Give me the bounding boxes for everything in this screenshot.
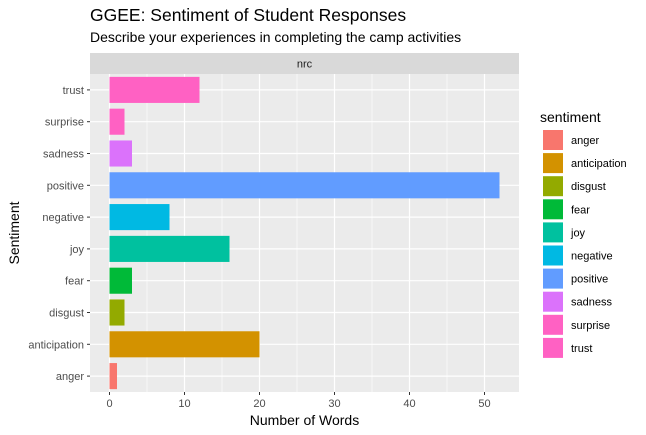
legend-key-negative [543,245,563,266]
bars [109,76,500,390]
legend-key-sadness [543,291,563,312]
chart-subtitle: Describe your experiences in completing … [90,29,461,45]
x-tick-label: 30 [328,398,340,410]
y-axis-title: Sentiment [6,201,22,264]
bar-joy [109,235,230,262]
legend-label-negative: negative [571,251,613,263]
bar-sadness [109,140,132,167]
legend-label-fear: fear [571,204,590,216]
legend-key-fear [543,199,563,220]
legend-label-joy: joy [570,227,586,239]
x-tick-label: 0 [106,398,112,410]
legend-label-surprise: surprise [571,320,610,332]
facet-strip-label: nrc [297,59,313,71]
y-tick-label-negative: negative [42,212,84,224]
legend-key-positive [543,268,563,289]
y-axis-ticks: anger anticipation disgust fear joy negative p… [28,85,90,383]
bar-surprise [109,108,125,135]
bar-negative [109,204,170,231]
x-axis-ticks: 0 10 20 30 40 50 [106,392,491,410]
legend-title: sentiment [540,109,601,125]
y-tick-label-fear: fear [65,276,84,288]
y-tick-label-surprise: surprise [45,117,84,129]
y-tick-label-sadness: sadness [43,149,84,161]
legend: anger anticipation disgust fear joy negative p… [543,130,627,358]
legend-label-trust: trust [571,343,592,355]
legend-key-disgust [543,176,563,197]
facet-strip [90,53,519,74]
bar-anger [109,363,117,390]
bar-anticipation [109,331,260,358]
y-tick-label-anticipation: anticipation [28,339,84,351]
legend-label-disgust: disgust [571,181,606,193]
bar-disgust [109,299,125,326]
legend-label-positive: positive [571,274,608,286]
x-tick-label: 40 [403,398,415,410]
bar-fear [109,267,132,294]
x-tick-label: 20 [253,398,265,410]
legend-label-sadness: sadness [571,297,612,309]
y-tick-label-disgust: disgust [49,308,84,320]
x-tick-label: 50 [478,398,490,410]
bar-positive [109,172,500,199]
x-tick-label: 10 [178,398,190,410]
legend-key-surprise [543,314,563,335]
legend-label-anticipation: anticipation [571,158,627,170]
legend-key-joy [543,222,563,243]
y-tick-label-trust: trust [63,85,84,97]
legend-key-anger [543,130,563,150]
y-tick-label-positive: positive [47,180,84,192]
chart-title: GGEE: Sentiment of Student Responses [90,5,406,25]
legend-key-anticipation [543,153,563,174]
legend-key-trust [543,337,563,358]
bar-trust [109,76,200,103]
legend-label-anger: anger [571,135,599,147]
y-tick-label-anger: anger [56,371,84,383]
y-tick-label-joy: joy [69,244,85,256]
x-axis-title: Number of Words [250,412,359,428]
